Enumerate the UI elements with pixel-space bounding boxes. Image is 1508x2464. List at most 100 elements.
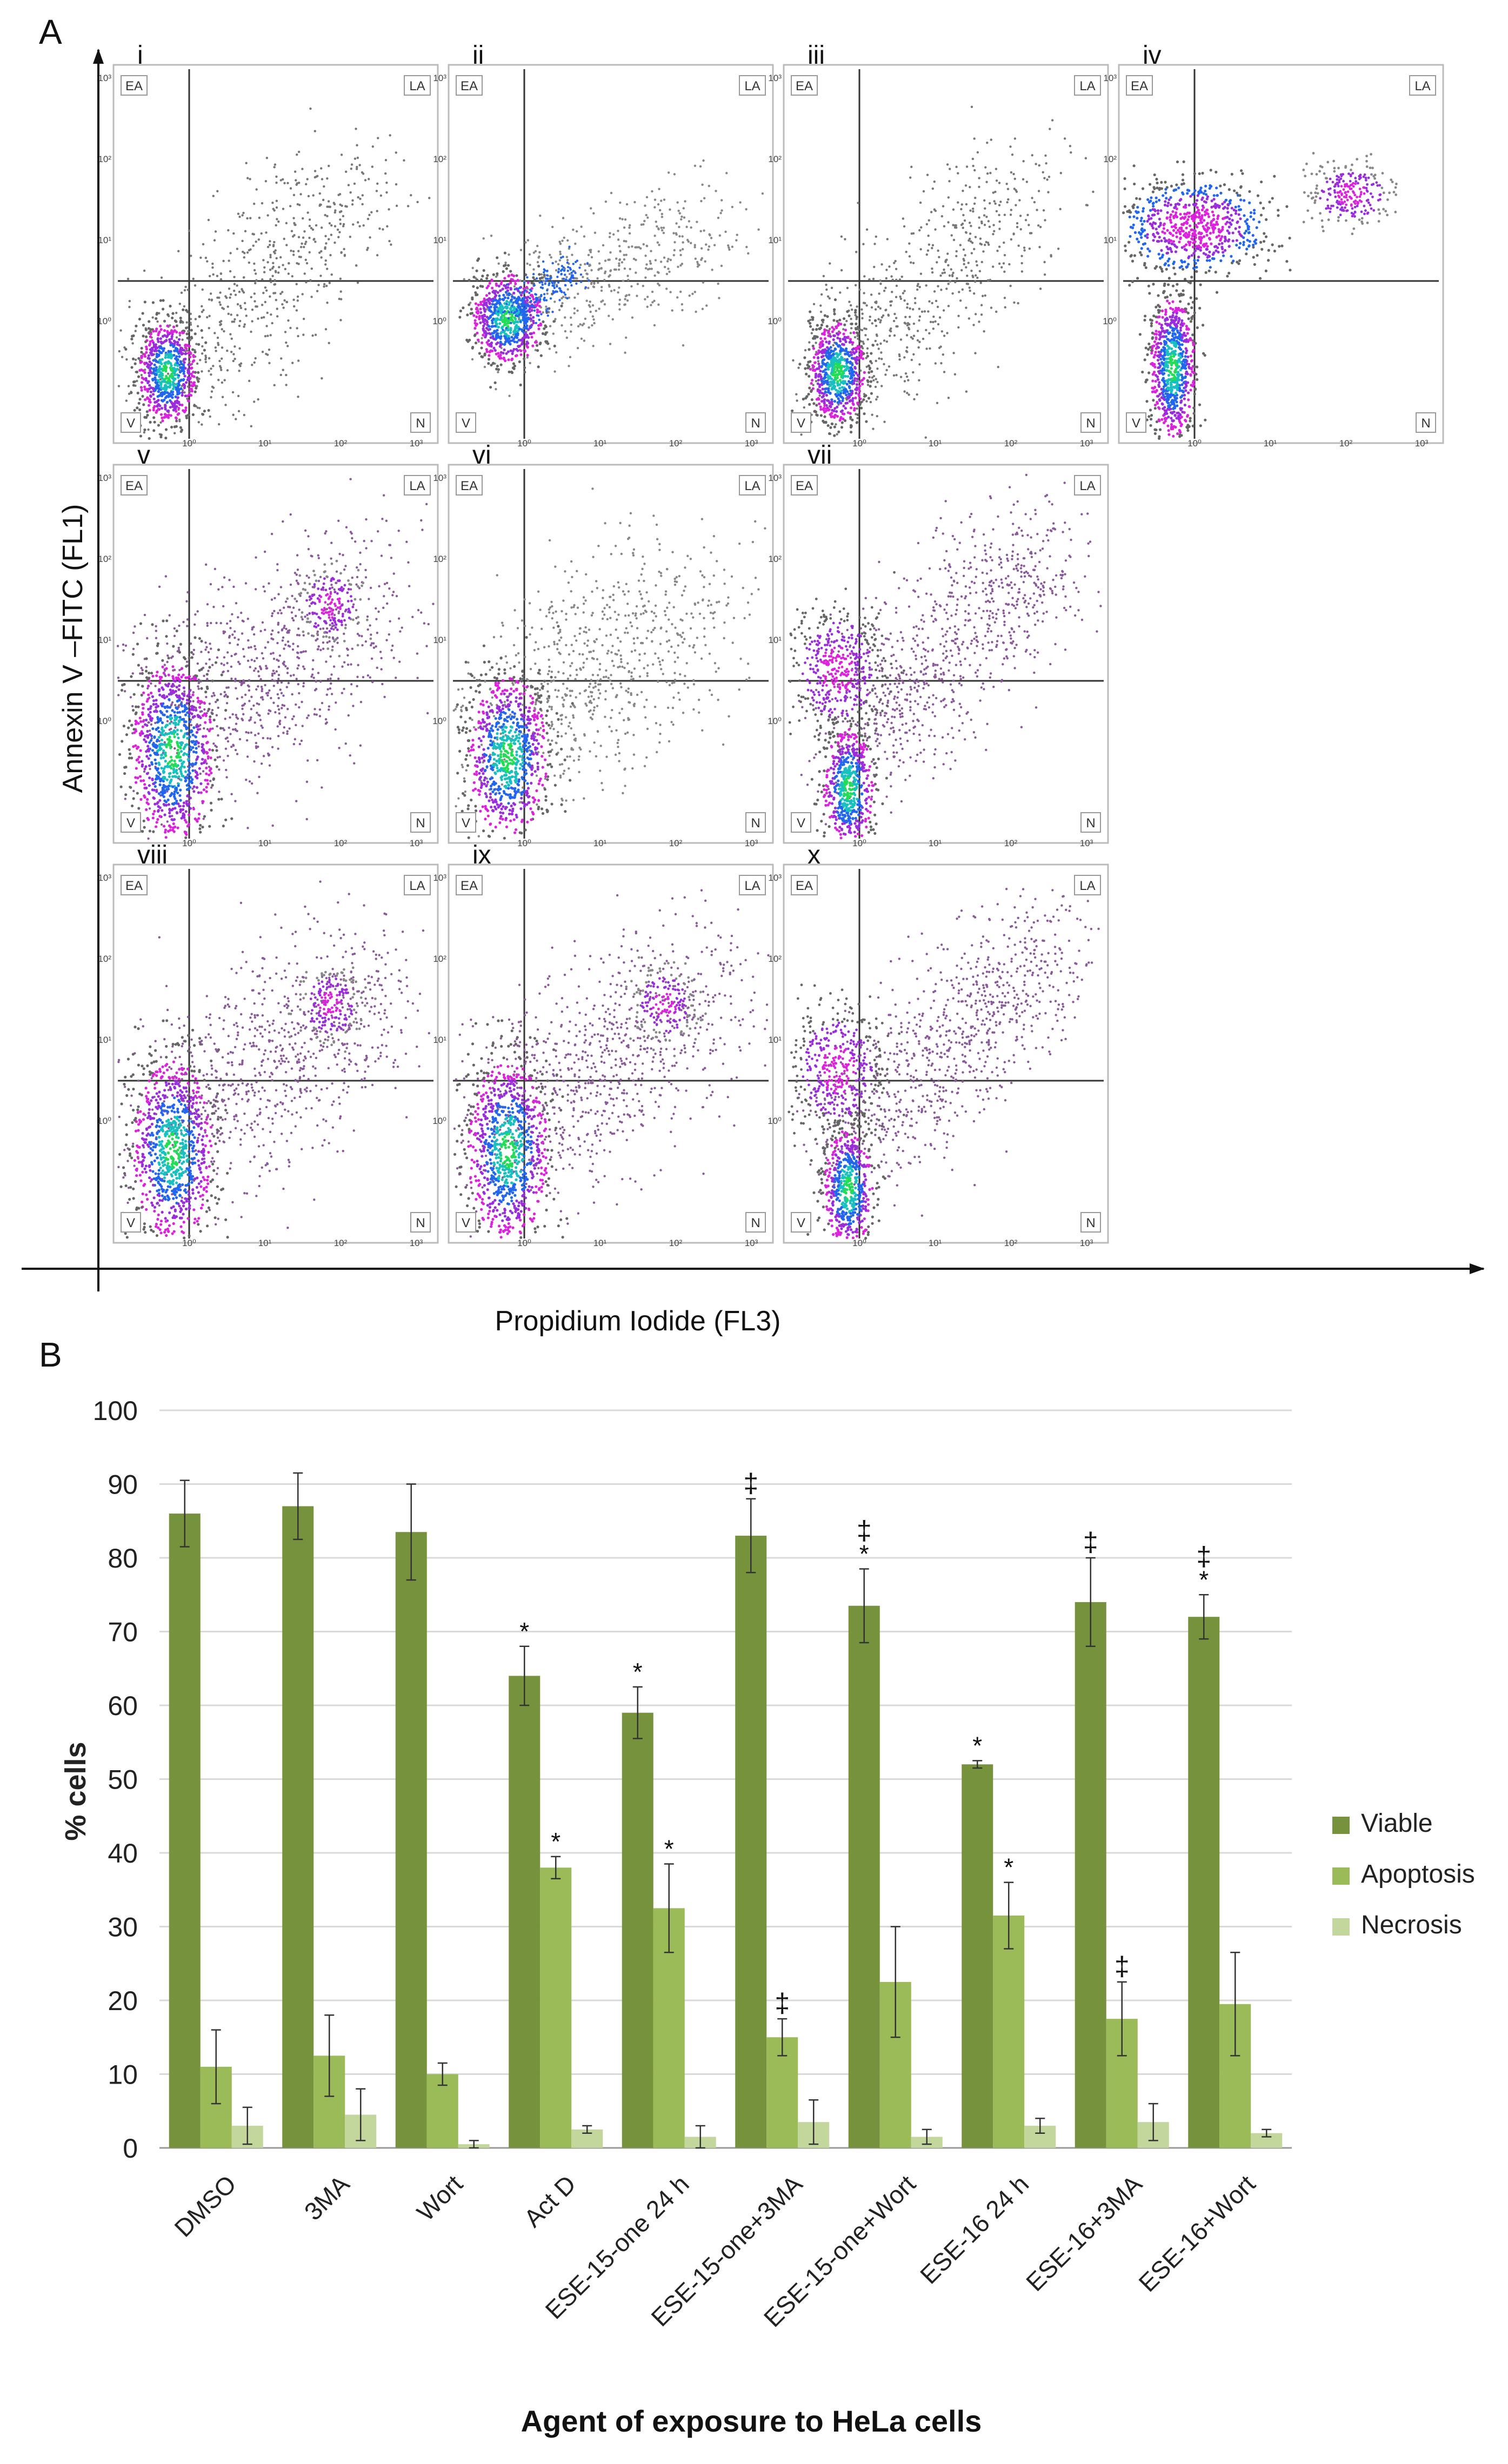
- significance-mark: ‡: [857, 1515, 872, 1545]
- y-tick-label: 10⁰: [768, 1116, 782, 1126]
- x-tick-label: 10¹: [929, 838, 942, 848]
- quadrant-label: EA: [796, 479, 813, 493]
- bar-viable: [509, 1676, 541, 2148]
- y-tick-label: 10⁰: [432, 1116, 446, 1126]
- y-tick-label: 10²: [433, 954, 446, 964]
- x-tick-label: ESE-16+Wort: [1133, 2170, 1260, 2297]
- x-tick-label: 10³: [410, 838, 423, 848]
- x-tick-label: 10²: [334, 838, 348, 848]
- y-tick-label: 50: [108, 1765, 138, 1795]
- y-tick-label: 10⁰: [1103, 316, 1117, 326]
- x-tick-label: 10⁰: [852, 838, 866, 848]
- significance-mark: ‡: [775, 1988, 790, 2018]
- y-tick-label: 10¹: [433, 235, 446, 245]
- quadrant-label: EA: [461, 79, 478, 93]
- x-tick-label: 10²: [334, 438, 348, 448]
- y-tick-label: 10¹: [433, 635, 446, 645]
- quadrant-label: N: [416, 816, 425, 831]
- quadrant-label: V: [462, 1216, 470, 1230]
- x-tick-label: 10⁰: [1187, 438, 1202, 448]
- y-tick-label: 10²: [98, 954, 111, 964]
- x-tick-label: 10²: [1004, 438, 1018, 448]
- x-tick-label: 10¹: [1264, 438, 1277, 448]
- x-tick-label: 10²: [1004, 838, 1018, 848]
- legend-swatch-apoptosis: [1332, 1867, 1350, 1885]
- legend-label-necrosis: Necrosis: [1361, 1911, 1462, 1939]
- quadrant-label: LA: [409, 879, 425, 893]
- scatter-plot-v: 10⁰ 10¹ 10² 10³ 10⁰ 10¹ 10² 10³ EA LA V Nv: [97, 441, 439, 848]
- y-tick-label: 70: [108, 1617, 138, 1648]
- quadrant-label: V: [126, 1216, 135, 1230]
- x-tick-label: 10¹: [929, 1238, 942, 1248]
- x-tick-label: 10⁰: [182, 438, 196, 448]
- x-tick-label: Act D: [518, 2170, 581, 2232]
- bar-viable: [395, 1532, 427, 2148]
- quadrant-label: N: [1086, 416, 1095, 431]
- y-tick-label: 10⁰: [432, 716, 446, 726]
- y-tick-label: 10³: [1103, 73, 1117, 83]
- y-tick-label: 90: [108, 1470, 138, 1500]
- plot-label-ii: ii: [472, 41, 484, 70]
- x-tick-label: 10¹: [258, 1238, 272, 1248]
- quadrant-label: LA: [1414, 79, 1430, 93]
- quadrant-label: N: [751, 1216, 760, 1230]
- y-tick-label: 10²: [433, 154, 446, 164]
- x-tick-label: 10²: [669, 438, 683, 448]
- quadrant-label: LA: [1079, 879, 1095, 893]
- y-axis-title: % cells: [59, 1742, 92, 1840]
- x-tick-label: 10²: [669, 1238, 683, 1248]
- significance-mark: ‡: [743, 1468, 758, 1498]
- quadrant-label: LA: [744, 79, 760, 93]
- plot-label-vi: vi: [472, 441, 491, 470]
- bar-viable: [1075, 1602, 1106, 2148]
- quadrant-label: N: [751, 816, 760, 831]
- quadrant-label: LA: [1079, 79, 1095, 93]
- y-tick-label: 10²: [768, 554, 782, 564]
- significance-mark: *: [1199, 1565, 1209, 1593]
- y-tick-label: 10⁰: [97, 1116, 111, 1126]
- scatter-plot-i: 10⁰ 10¹ 10² 10³ 10⁰ 10¹ 10² 10³ EA LA V Ni: [97, 41, 439, 448]
- panel-a-y-axis-title: Annexin V –FITC (FL1): [57, 504, 89, 793]
- legend-label-apoptosis: Apoptosis: [1361, 1860, 1475, 1889]
- scatter-plot-x: 10⁰ 10¹ 10² 10³ 10⁰ 10¹ 10² 10³ EA LA V Nx: [768, 841, 1109, 1248]
- quadrant-label: N: [416, 1216, 425, 1230]
- x-tick-label: 10³: [745, 438, 758, 448]
- y-tick-label: 10¹: [768, 635, 782, 645]
- quadrant-label: EA: [796, 879, 813, 893]
- panel-a-letter: A: [39, 12, 62, 51]
- significance-mark: *: [519, 1617, 529, 1645]
- quadrant-label: LA: [1079, 479, 1095, 493]
- x-tick-label: 10⁰: [852, 1238, 866, 1248]
- x-tick-label: DMSO: [169, 2170, 241, 2242]
- significance-mark: *: [972, 1731, 982, 1759]
- plot-label-i: i: [137, 41, 143, 70]
- y-tick-label: 10⁰: [768, 716, 782, 726]
- x-tick-label: 10¹: [258, 838, 272, 848]
- x-tick-label: 10³: [745, 1238, 758, 1248]
- y-tick-label: 10³: [98, 473, 111, 483]
- scatter-plot-vi: 10⁰ 10¹ 10² 10³ 10⁰ 10¹ 10² 10³ EA LA V Nvi: [432, 441, 774, 848]
- bar-apoptosis: [540, 1867, 572, 2148]
- y-tick-label: 20: [108, 1986, 138, 2016]
- significance-mark: ‡: [1196, 1541, 1211, 1571]
- significance-annotations: ****‡‡‡***‡‡‡*: [519, 1468, 1211, 2018]
- bar-viable: [1188, 1617, 1220, 2148]
- scatter-plot-ii: 10⁰ 10¹ 10² 10³ 10⁰ 10¹ 10² 10³ EA LA V Nii: [432, 41, 774, 448]
- panel-b-letter: B: [39, 1335, 62, 1374]
- y-tick-label: 30: [108, 1912, 138, 1943]
- x-tick-label: 10¹: [593, 838, 607, 848]
- y-tick-label: 10³: [433, 73, 446, 83]
- x-tick-label: 10²: [1004, 1238, 1018, 1248]
- bar-apoptosis: [426, 2074, 458, 2148]
- y-tick-label: 10¹: [98, 635, 111, 645]
- quadrant-label: N: [416, 416, 425, 431]
- x-tick-label: 10³: [745, 838, 758, 848]
- y-tick-label: 10³: [433, 473, 446, 483]
- x-tick-label: 10¹: [593, 1238, 607, 1248]
- quadrant-label: N: [1086, 816, 1095, 831]
- x-tick-label: 10⁰: [517, 838, 531, 848]
- scatter-plot-ix: 10⁰ 10¹ 10² 10³ 10⁰ 10¹ 10² 10³ EA LA V Nix: [432, 841, 774, 1248]
